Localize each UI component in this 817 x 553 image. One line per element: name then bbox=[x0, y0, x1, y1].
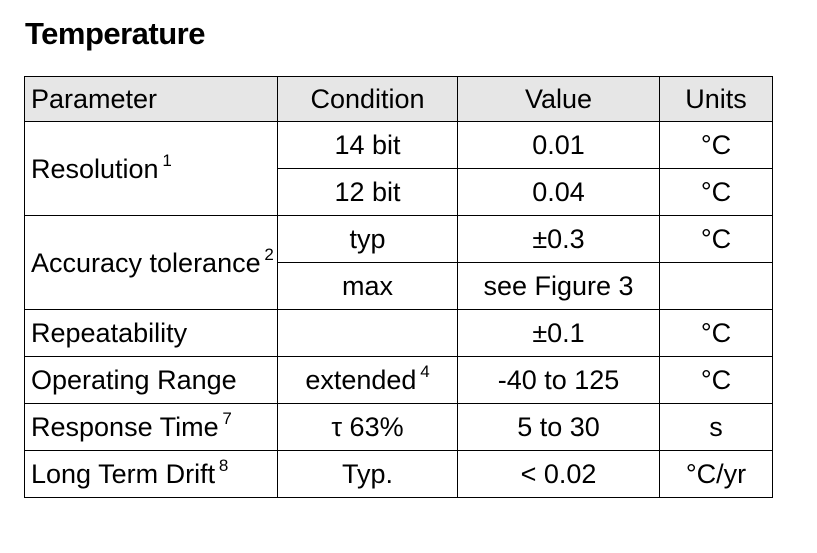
condition-cell: max bbox=[277, 262, 458, 310]
row-accuracy-typ: Accuracy tolerance 2 typ ±0.3 °C bbox=[24, 215, 773, 310]
parameter-label: Accuracy tolerance bbox=[31, 247, 261, 278]
footnote-marker: 7 bbox=[222, 409, 232, 429]
units-cell: °C bbox=[659, 309, 773, 357]
value-cell: -40 to 125 bbox=[457, 356, 660, 404]
units-cell: °C bbox=[659, 356, 773, 404]
row-repeatability: Repeatability ±0.1 °C bbox=[24, 309, 773, 357]
footnote-marker: 8 bbox=[218, 456, 229, 476]
row-operating-range: Operating Range extended 4 -40 to 125 °C bbox=[24, 356, 773, 404]
header-parameter: Parameter bbox=[24, 76, 278, 122]
value-cell: 0.04 bbox=[457, 168, 660, 216]
temperature-spec-table: Parameter Condition Value Units Resoluti… bbox=[24, 76, 773, 498]
value-cell: see Figure 3 bbox=[457, 262, 660, 310]
units-cell: °C/yr bbox=[659, 450, 773, 498]
parameter-label: Long Term Drift bbox=[31, 459, 216, 489]
units-cell: °C bbox=[659, 168, 773, 216]
value-cell: 0.01 bbox=[457, 121, 660, 169]
value-cell: 5 to 30 bbox=[457, 403, 660, 451]
condition-cell: extended 4 bbox=[277, 356, 458, 404]
row-response-time: Response Time 7 τ 63% 5 to 30 s bbox=[24, 403, 773, 451]
value-cell: < 0.02 bbox=[457, 450, 660, 498]
parameter-cell-repeatability: Repeatability bbox=[24, 309, 278, 357]
units-cell: °C bbox=[659, 121, 773, 169]
header-units: Units bbox=[659, 76, 773, 122]
parameter-cell-resolution: Resolution 1 bbox=[24, 121, 278, 216]
row-resolution-14bit: Resolution 1 14 bit 0.01 °C bbox=[24, 121, 773, 216]
footnote-marker: 1 bbox=[162, 150, 172, 170]
footnote-marker: 4 bbox=[420, 362, 430, 382]
parameter-cell-response-time: Response Time 7 bbox=[24, 403, 278, 451]
condition-cell: τ 63% bbox=[277, 403, 458, 451]
page: Temperature Parameter Condition Value Un… bbox=[24, 16, 773, 498]
parameter-cell-operating-range: Operating Range bbox=[24, 356, 278, 404]
condition-cell bbox=[277, 309, 458, 357]
parameter-cell-accuracy-tolerance: Accuracy tolerance 2 bbox=[24, 215, 278, 310]
page-title: Temperature bbox=[25, 16, 206, 51]
units-cell bbox=[659, 262, 773, 310]
parameter-label: Response Time bbox=[31, 412, 219, 442]
condition-cell: 14 bit bbox=[277, 121, 458, 169]
header-condition: Condition bbox=[277, 76, 458, 122]
condition-cell: Typ. bbox=[277, 450, 458, 498]
row-accuracy-max: max see Figure 3 bbox=[25, 262, 773, 310]
header-value: Value bbox=[457, 76, 660, 122]
condition-cell: 12 bit bbox=[277, 168, 458, 216]
units-cell: s bbox=[659, 403, 773, 451]
parameter-label: Resolution bbox=[31, 153, 159, 184]
parameter-cell-long-term-drift: Long Term Drift 8 bbox=[24, 450, 278, 498]
row-long-term-drift: Long Term Drift 8 Typ. < 0.02 °C/yr bbox=[24, 450, 773, 498]
row-resolution-12bit: 12 bit 0.04 °C bbox=[25, 168, 773, 216]
condition-cell: typ bbox=[277, 215, 458, 263]
header-row: Parameter Condition Value Units bbox=[24, 76, 773, 122]
condition-label: extended bbox=[305, 365, 417, 395]
footnote-marker: 2 bbox=[264, 244, 274, 264]
value-cell: ±0.1 bbox=[457, 309, 660, 357]
units-cell: °C bbox=[659, 215, 773, 263]
value-cell: ±0.3 bbox=[457, 215, 660, 263]
